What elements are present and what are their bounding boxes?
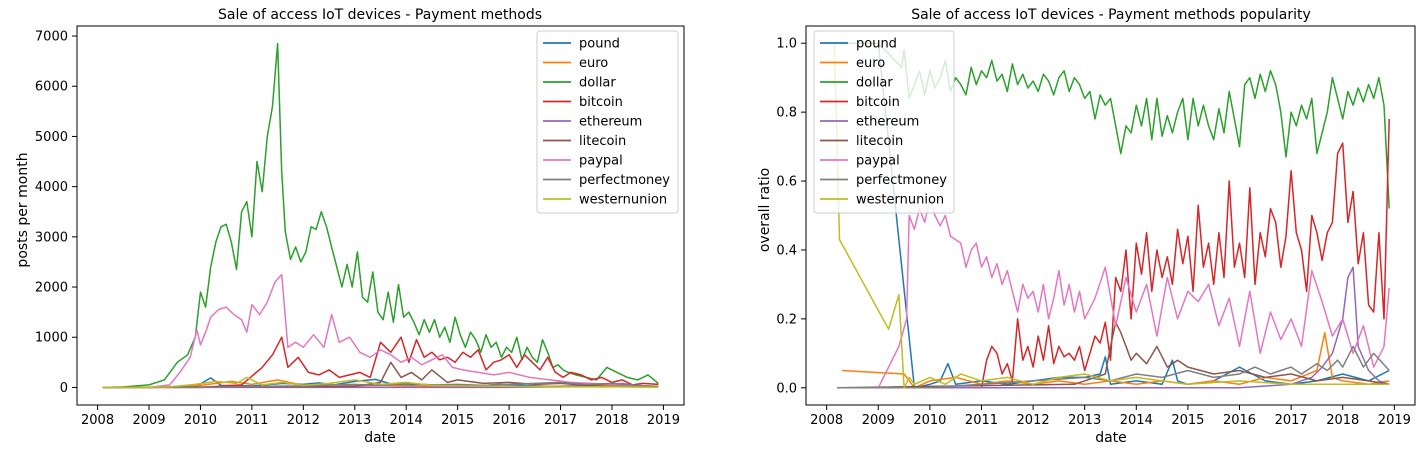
plot-frame-0 — [76, 25, 685, 406]
series-line-paypal — [837, 197, 1390, 389]
series-line-bitcoin — [837, 118, 1390, 389]
x-tick-label: 2016 — [1223, 413, 1256, 428]
series-line-euro — [842, 331, 1390, 389]
legend-label-paypal: paypal — [856, 154, 900, 169]
legend-label-pound: pound — [579, 37, 620, 52]
legend-label-euro: euro — [579, 56, 608, 71]
left-x-axis-label: date — [364, 430, 396, 446]
right-y-axis-label: overall ratio — [757, 168, 773, 252]
y-tick-label: 7000 — [35, 30, 68, 45]
x-tick-label: 2010 — [184, 413, 217, 428]
legend-label-westernunion: westernunion — [856, 193, 944, 208]
y-tick-label: 2000 — [35, 281, 68, 296]
plot-frame-1 — [805, 25, 1416, 406]
x-tick-label: 2010 — [913, 413, 946, 428]
legend-label-pound: pound — [856, 37, 897, 52]
right-chart-panel: Sale of access IoT devices - Payment met… — [757, 7, 1416, 446]
x-tick-label: 2017 — [544, 413, 577, 428]
legend-box — [536, 30, 679, 214]
left-chart-title: Sale of access IoT devices - Payment met… — [218, 7, 542, 23]
x-tick-label: 2019 — [1378, 413, 1411, 428]
x-tick-label: 2009 — [862, 413, 895, 428]
series-line-litecoin — [102, 361, 659, 389]
legend-1: pound euro dollar bitcoin ethereum litecoin pa… — [813, 30, 955, 214]
legend-label-litecoin: litecoin — [856, 134, 903, 149]
legend-label-dollar: dollar — [579, 76, 616, 91]
x-tick-label: 2013 — [338, 413, 371, 428]
series-line-paypal — [102, 273, 659, 389]
legend-box — [813, 30, 955, 214]
x-tick-label: 2017 — [1275, 413, 1308, 428]
x-tick-label: 2012 — [1017, 413, 1050, 428]
y-tick-label: 1.0 — [776, 37, 797, 52]
y-tick-label: 0 — [60, 381, 68, 396]
left-y-axis-label: posts per month — [15, 152, 31, 267]
legend-label-euro: euro — [856, 56, 885, 71]
x-tick-label: 2012 — [287, 413, 320, 428]
series-line-perfectmoney — [837, 345, 1390, 389]
x-tick-label: 2011 — [965, 413, 998, 428]
x-tick-label: 2009 — [132, 413, 165, 428]
y-tick-label: 0.8 — [776, 106, 797, 121]
series-line-pound — [837, 42, 1390, 389]
legend-label-ethereum: ethereum — [856, 115, 919, 130]
x-tick-label: 2008 — [81, 413, 114, 428]
legend-label-perfectmoney: perfectmoney — [579, 173, 670, 188]
y-tick-label: 3000 — [35, 230, 68, 245]
plot-lines-0 — [102, 42, 659, 389]
y-tick-label: 0.4 — [776, 243, 797, 258]
series-line-dollar — [102, 42, 659, 389]
y-tick-label: 5000 — [35, 130, 68, 145]
series-line-bitcoin — [102, 336, 659, 389]
legend-label-paypal: paypal — [579, 154, 623, 169]
series-line-perfectmoney — [102, 381, 659, 389]
legend-label-dollar: dollar — [856, 76, 893, 91]
series-line-westernunion — [833, 43, 1390, 389]
x-tick-label: 2015 — [441, 413, 474, 428]
left-chart-panel: Sale of access IoT devices - Payment met… — [15, 7, 685, 446]
x-tick-label: 2016 — [493, 413, 526, 428]
y-tick-label: 0.6 — [776, 175, 797, 190]
y-tick-label: 0.0 — [776, 381, 797, 396]
y-tick-label: 6000 — [35, 80, 68, 95]
x-tick-label: 2014 — [390, 413, 423, 428]
x-tick-label: 2014 — [1120, 413, 1153, 428]
legend-label-litecoin: litecoin — [579, 134, 626, 149]
series-line-westernunion — [102, 376, 659, 389]
x-tick-label: 2011 — [235, 413, 268, 428]
legend-label-bitcoin: bitcoin — [856, 95, 900, 110]
right-x-axis-label: date — [1095, 430, 1127, 446]
legend-label-westernunion: westernunion — [579, 193, 667, 208]
legend-label-ethereum: ethereum — [579, 115, 642, 130]
series-line-dollar — [837, 42, 1390, 209]
series-line-litecoin — [836, 321, 1390, 389]
y-tick-label: 4000 — [35, 180, 68, 195]
x-tick-label: 2013 — [1068, 413, 1101, 428]
y-tick-label: 0.2 — [776, 312, 797, 327]
right-chart-title: Sale of access IoT devices - Payment met… — [911, 7, 1311, 23]
legend-0: pound euro dollar bitcoin ethereum litecoin pa… — [536, 30, 679, 214]
y-tick-label: 1000 — [35, 331, 68, 346]
x-tick-label: 2018 — [595, 413, 628, 428]
x-tick-label: 2019 — [647, 413, 680, 428]
x-tick-label: 2018 — [1326, 413, 1359, 428]
legend-label-perfectmoney: perfectmoney — [856, 173, 947, 188]
x-tick-label: 2008 — [810, 413, 843, 428]
x-tick-label: 2015 — [1171, 413, 1204, 428]
legend-label-bitcoin: bitcoin — [579, 95, 623, 110]
plot-lines-1 — [833, 42, 1390, 389]
